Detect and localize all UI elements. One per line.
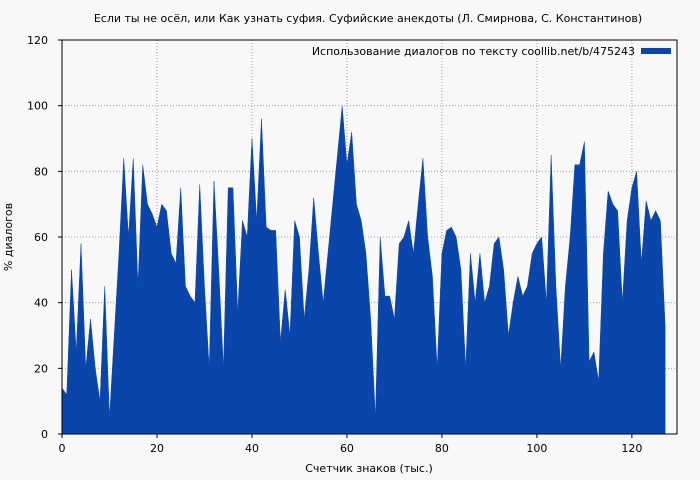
x-tick-label: 60 xyxy=(340,442,354,455)
y-tick-label: 60 xyxy=(34,231,48,244)
chart-title: Если ты не осёл, или Как узнать суфия. С… xyxy=(94,12,642,25)
legend-label: Использование диалогов по тексту coollib… xyxy=(312,45,635,58)
y-tick-label: 120 xyxy=(27,34,48,47)
y-tick-label: 100 xyxy=(27,100,48,113)
y-tick-label: 0 xyxy=(41,428,48,441)
y-tick-label: 20 xyxy=(34,362,48,375)
area xyxy=(61,105,666,435)
x-tick-label: 100 xyxy=(526,442,547,455)
y-axis-label: % диалогов xyxy=(2,203,15,271)
x-tick-label: 20 xyxy=(150,442,164,455)
y-tick-label: 80 xyxy=(34,165,48,178)
x-tick-label: 80 xyxy=(435,442,449,455)
x-tick-label: 0 xyxy=(59,442,66,455)
x-tick-label: 40 xyxy=(245,442,259,455)
legend-swatch xyxy=(641,48,671,54)
x-axis-label: Счетчик знаков (тыс.) xyxy=(305,462,433,475)
plot-frame xyxy=(61,39,678,435)
y-tick-label: 40 xyxy=(34,297,48,310)
x-tick-label: 120 xyxy=(621,442,642,455)
